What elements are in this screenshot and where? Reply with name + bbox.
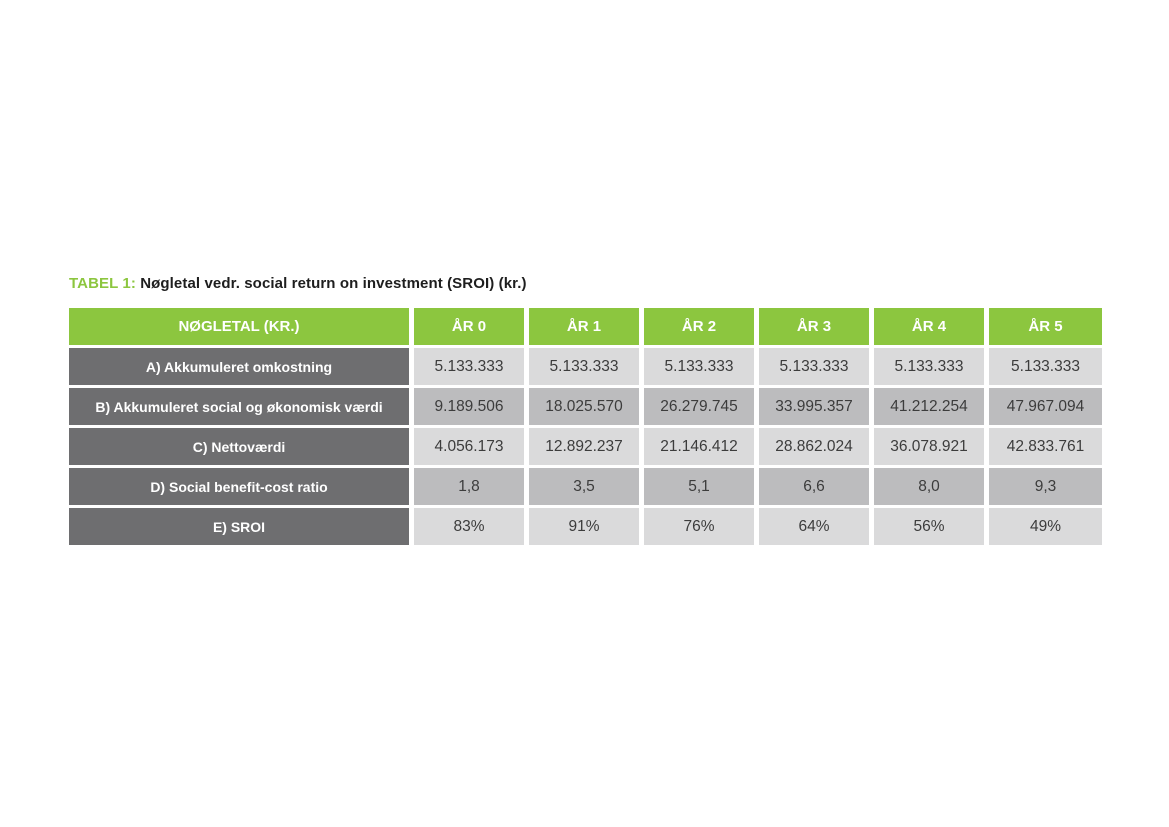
table-cell: 12.892.237 xyxy=(529,428,639,465)
header-year-5: ÅR 5 xyxy=(989,308,1102,345)
table-cell: 76% xyxy=(644,508,754,545)
header-year-1: ÅR 1 xyxy=(529,308,639,345)
table-cell: 8,0 xyxy=(874,468,984,505)
caption-title: Nøgletal vedr. social return on investme… xyxy=(140,275,527,292)
table-cell: 28.862.024 xyxy=(759,428,869,465)
table-cell: 33.995.357 xyxy=(759,388,869,425)
table-cell: 4.056.173 xyxy=(414,428,524,465)
table-cell: 5.133.333 xyxy=(759,348,869,385)
caption-prefix: TABEL 1: xyxy=(69,275,136,292)
table-cell: 9.189.506 xyxy=(414,388,524,425)
table-cell: 91% xyxy=(529,508,639,545)
table-cell: 6,6 xyxy=(759,468,869,505)
sroi-table: NØGLETAL (KR.) ÅR 0 ÅR 1 ÅR 2 ÅR 3 ÅR 4 … xyxy=(69,308,1102,545)
header-year-3: ÅR 3 xyxy=(759,308,869,345)
header-year-0: ÅR 0 xyxy=(414,308,524,345)
row-label-sroi: E) SROI xyxy=(69,508,409,545)
table-cell: 56% xyxy=(874,508,984,545)
table-cell: 5.133.333 xyxy=(529,348,639,385)
row-label-accumulated-cost: A) Akkumuleret omkostning xyxy=(69,348,409,385)
table-cell: 26.279.745 xyxy=(644,388,754,425)
table-cell: 47.967.094 xyxy=(989,388,1102,425)
table-cell: 42.833.761 xyxy=(989,428,1102,465)
table-cell: 41.212.254 xyxy=(874,388,984,425)
table-cell: 5.133.333 xyxy=(644,348,754,385)
table-cell: 1,8 xyxy=(414,468,524,505)
row-label-net-value: C) Nettoværdi xyxy=(69,428,409,465)
header-noegletal: NØGLETAL (KR.) xyxy=(69,308,409,345)
header-year-2: ÅR 2 xyxy=(644,308,754,345)
table-cell: 5.133.333 xyxy=(989,348,1102,385)
table-cell: 3,5 xyxy=(529,468,639,505)
header-year-4: ÅR 4 xyxy=(874,308,984,345)
table-cell: 5.133.333 xyxy=(874,348,984,385)
table-cell: 49% xyxy=(989,508,1102,545)
table-cell: 64% xyxy=(759,508,869,545)
row-label-accumulated-value: B) Akkumuleret social og økonomisk værdi xyxy=(69,388,409,425)
table-cell: 36.078.921 xyxy=(874,428,984,465)
row-label-benefit-cost-ratio: D) Social benefit-cost ratio xyxy=(69,468,409,505)
table-cell: 9,3 xyxy=(989,468,1102,505)
table-cell: 18.025.570 xyxy=(529,388,639,425)
table-cell: 83% xyxy=(414,508,524,545)
table-cell: 5.133.333 xyxy=(414,348,524,385)
table-cell: 21.146.412 xyxy=(644,428,754,465)
table-caption: TABEL 1: Nøgletal vedr. social return on… xyxy=(69,275,527,292)
table-cell: 5,1 xyxy=(644,468,754,505)
